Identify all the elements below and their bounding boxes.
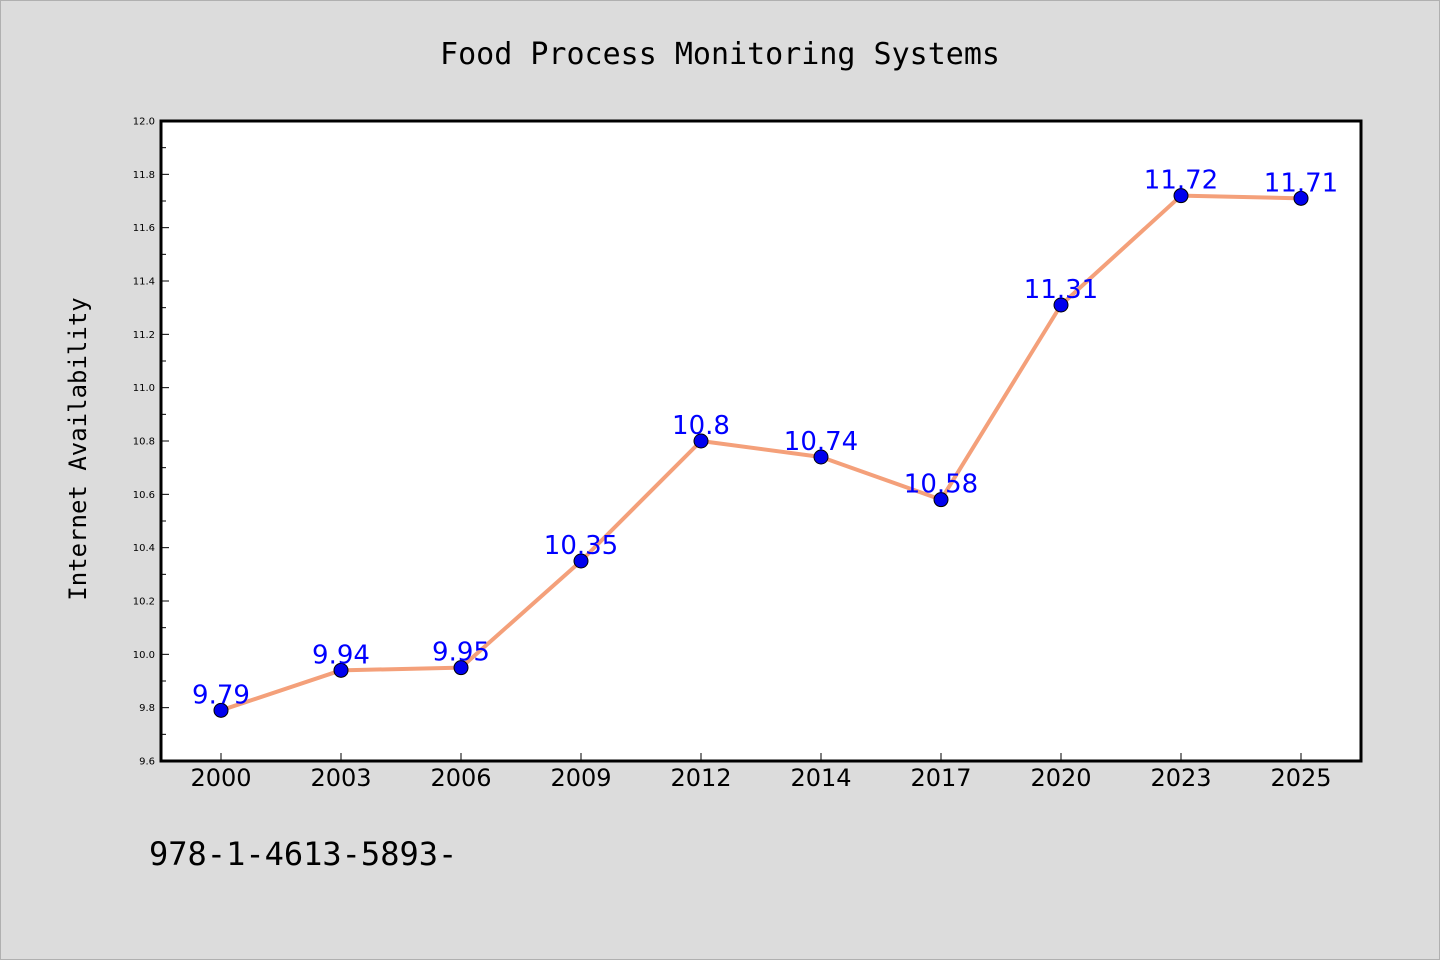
data-point bbox=[693, 433, 709, 449]
data-point bbox=[573, 553, 589, 569]
footer-code: 978-1-4613-5893- bbox=[149, 835, 457, 873]
x-tick-label: 2020 bbox=[1030, 764, 1091, 792]
x-tick-label: 2003 bbox=[310, 764, 371, 792]
x-tick-label: 2000 bbox=[190, 764, 251, 792]
data-label: 11.72 bbox=[1144, 166, 1218, 196]
plot-frame bbox=[159, 119, 1363, 763]
data-label: 11.31 bbox=[1024, 275, 1098, 305]
y-tick-label: 9.6 bbox=[139, 757, 155, 768]
y-tick-label: 11.6 bbox=[133, 223, 155, 234]
data-label: 9.94 bbox=[312, 640, 370, 670]
x-tick-label: 2006 bbox=[430, 764, 491, 792]
y-tick-label: 11.0 bbox=[133, 383, 155, 394]
x-tick-label: 2017 bbox=[910, 764, 971, 792]
data-point bbox=[813, 449, 829, 465]
x-tick-label: 2012 bbox=[670, 764, 731, 792]
y-tick-label: 10.4 bbox=[133, 543, 155, 554]
chart-title: Food Process Monitoring Systems bbox=[440, 37, 1000, 72]
y-tick-label: 10.2 bbox=[133, 597, 155, 608]
y-tick-label: 11.2 bbox=[133, 330, 155, 341]
x-tick-label: 2023 bbox=[1150, 764, 1211, 792]
data-label: 10.8 bbox=[672, 411, 730, 441]
plot-area bbox=[161, 121, 1361, 761]
data-point bbox=[933, 492, 949, 508]
x-tick-label: 2009 bbox=[550, 764, 611, 792]
data-point bbox=[213, 702, 229, 718]
data-label: 10.74 bbox=[784, 427, 858, 457]
data-point bbox=[453, 660, 469, 676]
data-point bbox=[1053, 297, 1069, 313]
y-tick-label: 10.8 bbox=[133, 437, 155, 448]
y-axis-label: Internet Availability bbox=[64, 297, 92, 600]
y-tick-label: 10.0 bbox=[133, 650, 155, 661]
data-label: 10.35 bbox=[544, 531, 618, 561]
data-label: 9.79 bbox=[192, 680, 250, 710]
y-tick-label: 12.0 bbox=[133, 117, 155, 128]
data-label: 10.58 bbox=[904, 470, 978, 500]
y-tick-label: 11.4 bbox=[133, 277, 155, 288]
y-tick-label: 9.8 bbox=[139, 703, 155, 714]
y-tick-label: 11.8 bbox=[133, 170, 155, 181]
x-tick-label: 2014 bbox=[790, 764, 851, 792]
data-label: 9.95 bbox=[432, 638, 490, 668]
data-point bbox=[333, 662, 349, 678]
data-point bbox=[1173, 188, 1189, 204]
series-line bbox=[219, 193, 1303, 713]
data-point bbox=[1293, 190, 1309, 206]
data-label: 11.71 bbox=[1264, 168, 1338, 198]
x-tick-label: 2025 bbox=[1270, 764, 1331, 792]
y-tick-label: 10.6 bbox=[133, 490, 155, 501]
